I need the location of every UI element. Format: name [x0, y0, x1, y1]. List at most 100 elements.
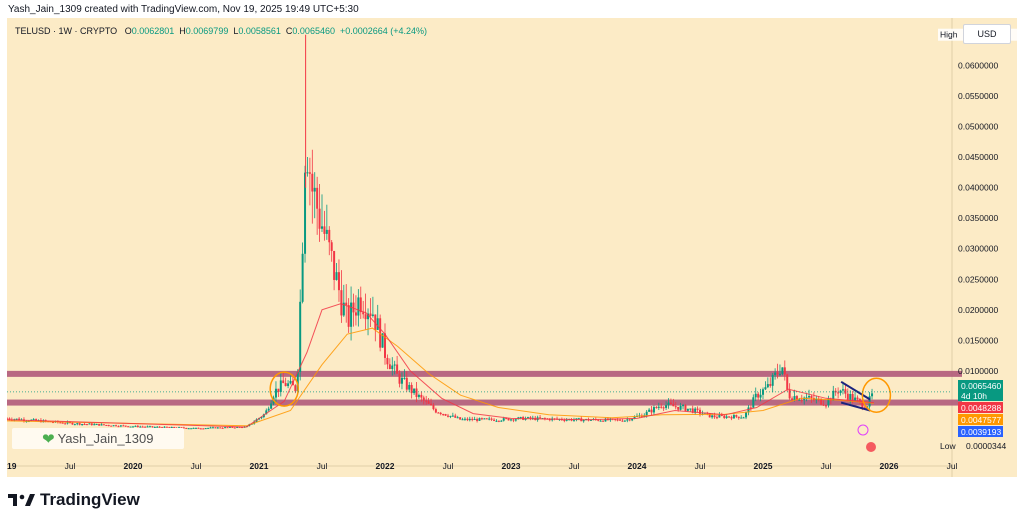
price-label-value: 0.0065460 — [961, 381, 1001, 391]
candle-body — [650, 409, 653, 413]
candle-body — [105, 424, 108, 426]
candle-body — [798, 399, 801, 401]
candle-body — [808, 396, 811, 398]
candle-body — [510, 419, 512, 421]
candle-body — [192, 427, 195, 429]
candle-body — [318, 208, 321, 229]
candle-body — [783, 367, 786, 375]
price-label-bg — [958, 402, 1003, 413]
candle-body — [316, 187, 319, 209]
candle-body — [342, 302, 345, 316]
y-tick-label: 0.0400000 — [958, 183, 998, 193]
candle-body — [800, 399, 803, 401]
candle-body — [660, 406, 663, 408]
candle-body — [500, 420, 503, 422]
candle-body — [655, 407, 658, 409]
symbol-legend: TELUSD · 1W · CRYPTO O0.0062801 H0.00697… — [15, 26, 427, 36]
candle-body — [170, 426, 173, 428]
candle-body — [844, 389, 847, 394]
chart-area[interactable]: 0.0600000 0.0550000 0.0500000 0.0450000 0.04… — [7, 18, 1017, 477]
low-label: Low — [940, 441, 956, 451]
candle-body — [102, 424, 105, 426]
candle-body — [122, 425, 125, 427]
candle-body — [788, 389, 791, 399]
candle-body — [437, 412, 440, 414]
candle-body — [442, 414, 445, 416]
y-tick-label: 0.0150000 — [958, 335, 998, 345]
candle-body — [340, 290, 343, 316]
candle-body — [386, 357, 389, 365]
candle-body — [466, 418, 469, 421]
candle-body — [665, 405, 668, 408]
candle-body — [129, 426, 132, 428]
candle-body — [323, 226, 326, 234]
candle-body — [740, 417, 743, 419]
candle-body — [599, 420, 602, 422]
candle-body — [851, 394, 854, 401]
candle-body — [146, 426, 149, 428]
brand-name: TradingView — [40, 490, 140, 509]
price-chart[interactable]: 0.0600000 0.0550000 0.0500000 0.0450000 0.04… — [7, 18, 1017, 477]
candle-body — [718, 415, 721, 418]
price-label-bg — [958, 414, 1003, 425]
candle-body — [682, 405, 685, 407]
candle-body — [124, 425, 127, 427]
x-tick-label: Jul — [443, 461, 454, 471]
candle-body — [689, 408, 692, 410]
currency-selector[interactable]: USD — [963, 24, 1011, 44]
candle-body — [413, 388, 416, 394]
candle-body — [667, 402, 670, 406]
candle-body — [371, 314, 374, 316]
candle-body — [684, 405, 687, 411]
candle-body — [335, 272, 338, 280]
candle-body — [195, 427, 197, 429]
candle-body — [98, 424, 101, 426]
ma-fast-line — [7, 303, 874, 428]
candle-body — [742, 417, 745, 419]
candle-body — [849, 394, 852, 400]
candle-body — [597, 419, 600, 421]
x-tick-label: 2021 — [250, 461, 269, 471]
high-label: H — [179, 26, 186, 36]
candle-body — [231, 426, 234, 428]
candle-body — [810, 396, 813, 399]
candle-body — [699, 409, 701, 414]
candle-body — [61, 422, 64, 424]
x-tick-label: Jul — [191, 461, 202, 471]
candle-body — [190, 428, 193, 430]
candle-body — [391, 365, 394, 370]
candle-body — [299, 301, 302, 372]
candle-body — [723, 415, 726, 418]
candle-body — [207, 427, 210, 429]
candle-body — [669, 402, 672, 404]
candle-body — [713, 415, 716, 418]
candle-body — [623, 420, 626, 422]
candle-body — [119, 425, 122, 427]
high-value: 0.0069799 — [185, 26, 229, 36]
candle-body — [388, 364, 391, 370]
candle-body — [81, 424, 84, 426]
candle-body — [432, 405, 435, 410]
candle-body — [156, 426, 159, 428]
candle-body — [161, 427, 164, 429]
low-value: 0.0058561 — [238, 26, 281, 36]
candle-body — [616, 419, 619, 421]
candle-body — [153, 426, 156, 428]
candle-body — [662, 407, 665, 409]
candle-body — [32, 419, 35, 421]
candle-body — [420, 394, 423, 398]
candle-body — [619, 419, 622, 421]
candle-body — [328, 229, 331, 243]
candle-body — [778, 373, 781, 375]
y-tick-label: 0.0550000 — [958, 91, 998, 101]
candle-body — [347, 304, 350, 327]
watermark-text: Yash_Jain_1309 — [57, 431, 154, 446]
candle-body — [35, 419, 38, 421]
candle-body — [90, 423, 93, 426]
candle-body — [868, 396, 871, 407]
candle-body — [745, 412, 748, 418]
candle-body — [837, 392, 840, 394]
candle-body — [708, 413, 711, 418]
candle-body — [459, 417, 462, 420]
candle-body — [71, 422, 74, 425]
